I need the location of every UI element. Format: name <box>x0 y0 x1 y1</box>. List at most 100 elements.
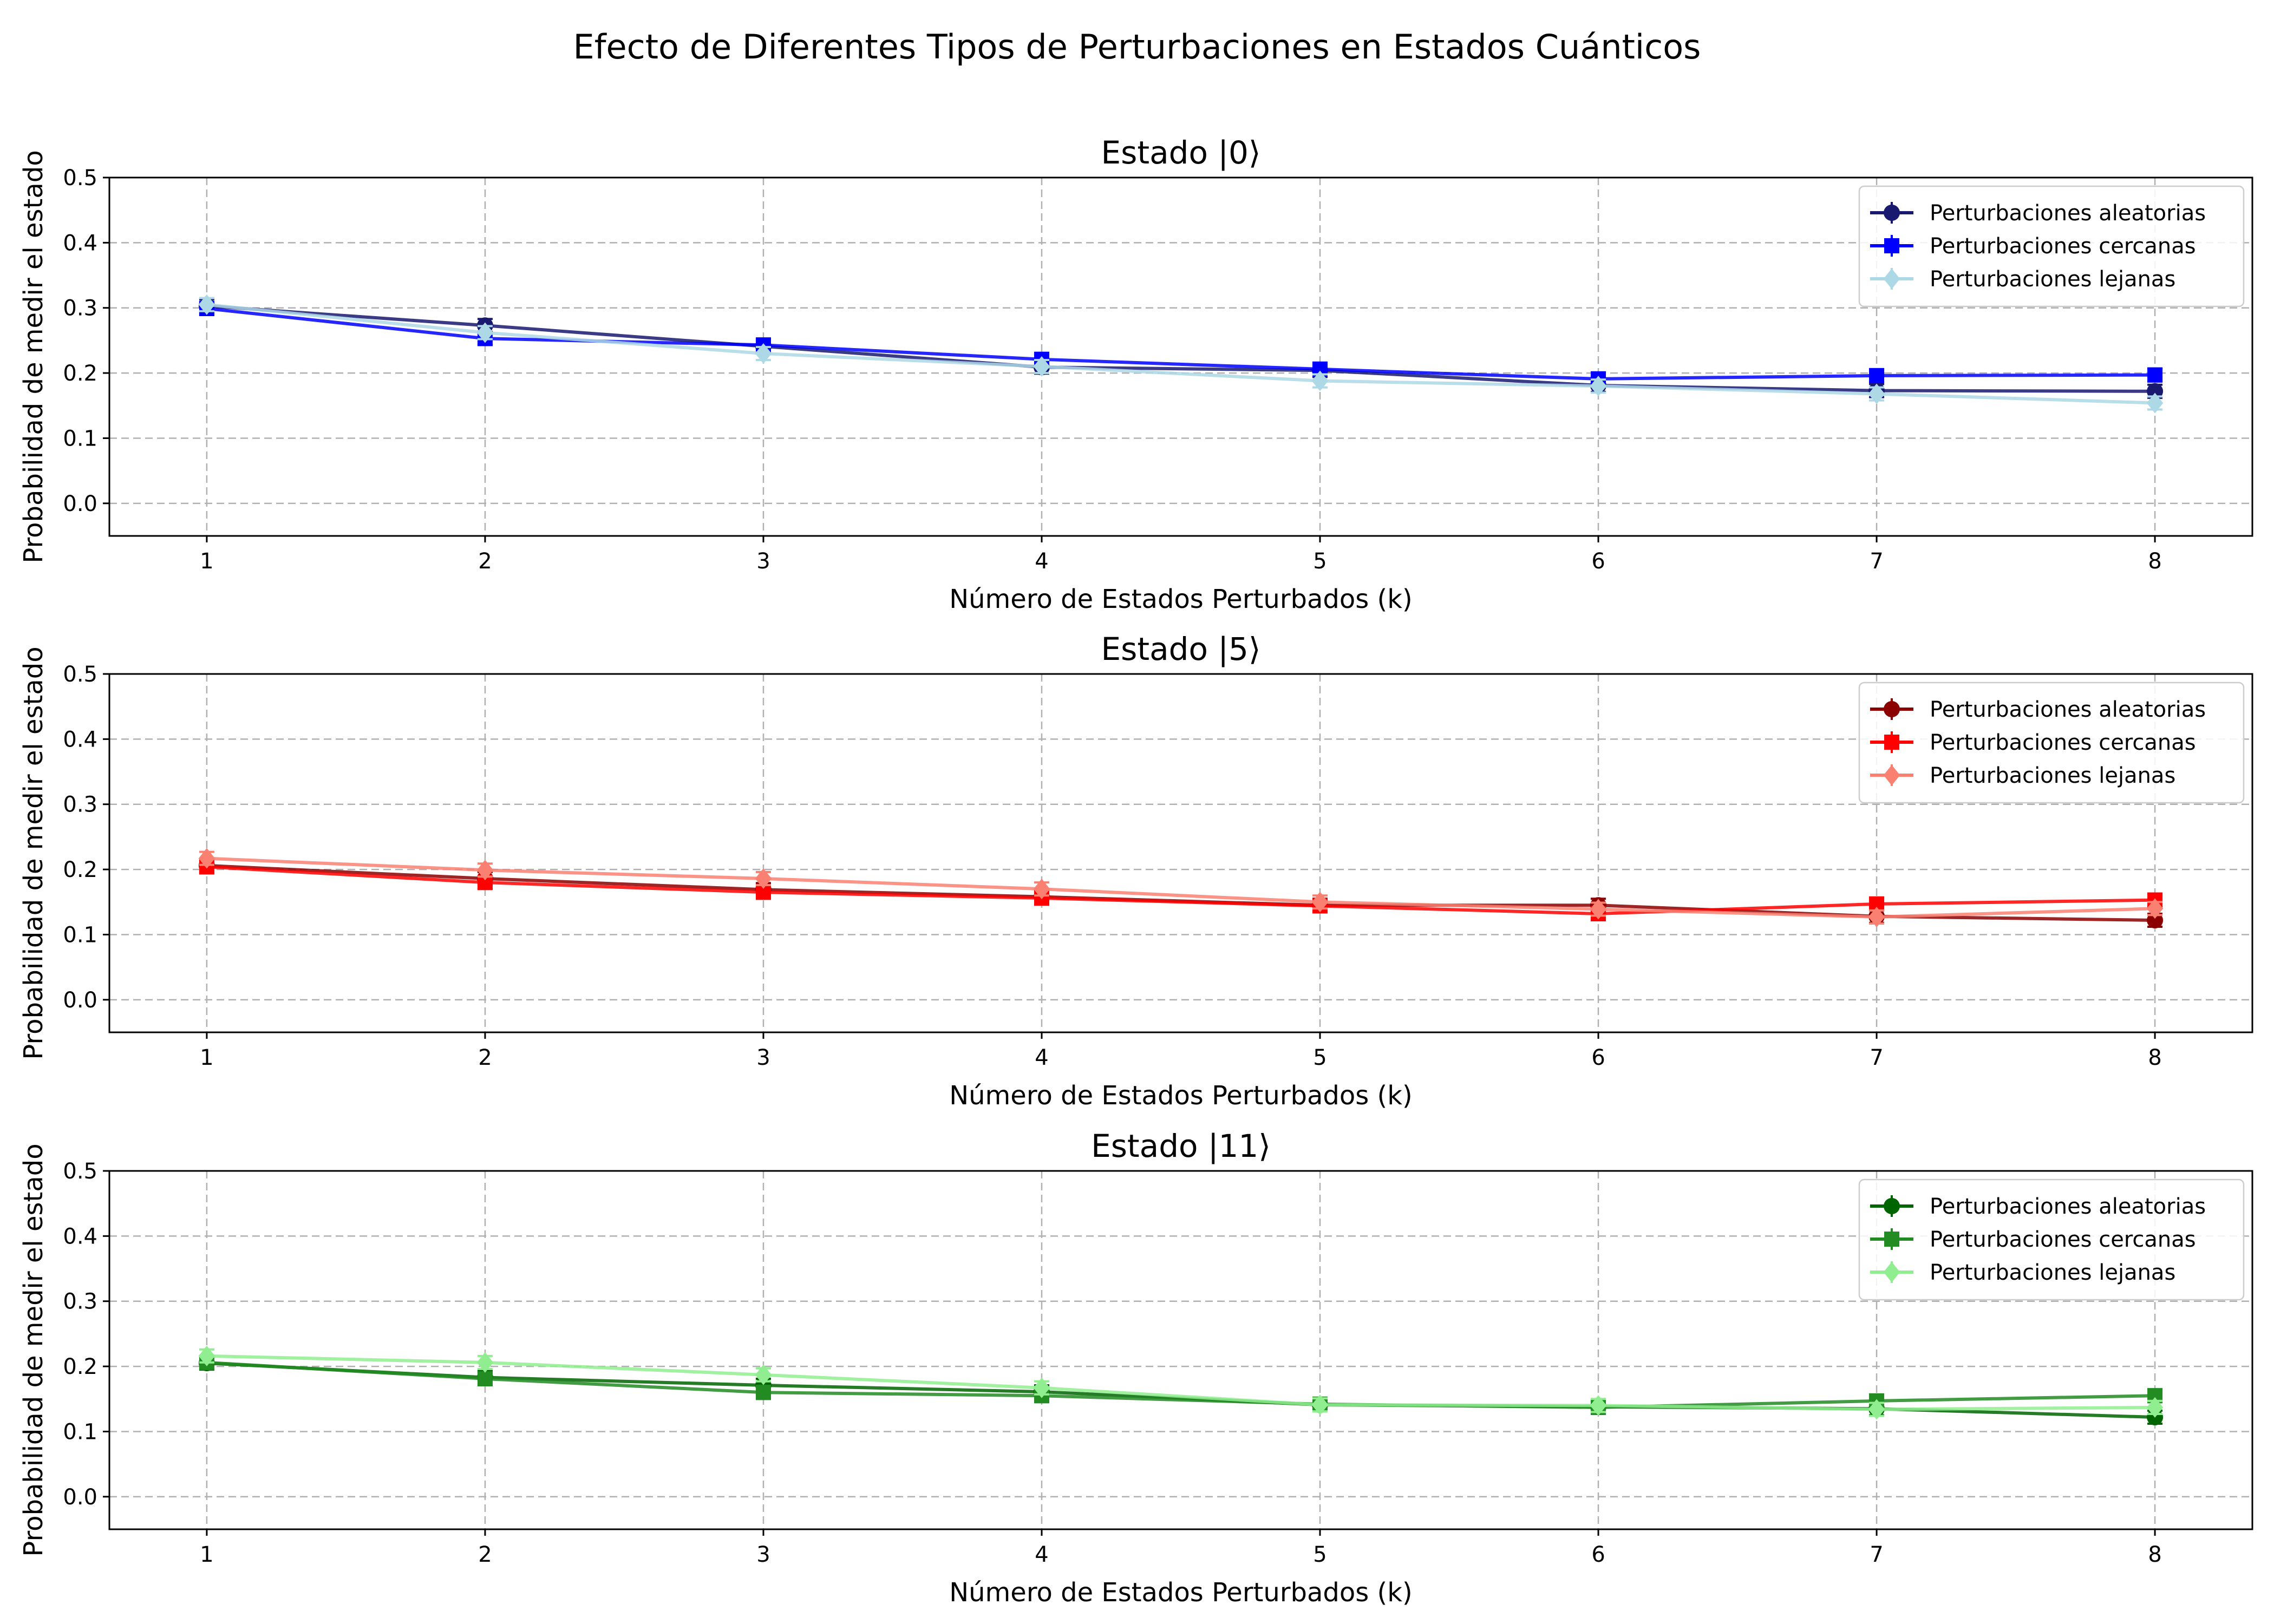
grid <box>109 673 2252 1032</box>
y-tick-label: 0.5 <box>63 1159 97 1184</box>
data-point <box>1868 906 1885 927</box>
legend: Perturbaciones aleatorias Perturbaciones … <box>1858 682 2245 804</box>
y-tick-label: 0.4 <box>63 231 97 256</box>
x-tick-label: 1 <box>200 1045 213 1070</box>
y-tick-label: 0.1 <box>63 426 97 451</box>
data-point <box>1311 370 1329 391</box>
x-tick-label: 3 <box>756 1542 770 1567</box>
y-axis-label: Probabilidad de medir el estado <box>18 646 49 1059</box>
panel-title: Estado |5⟩ <box>1101 631 1261 667</box>
x-tick-label: 6 <box>1591 1045 1605 1070</box>
x-tick-label: 3 <box>756 549 770 574</box>
legend-frame <box>1858 682 2245 804</box>
legend-marker <box>1883 765 1900 785</box>
legend-label: Perturbaciones lejanas <box>1930 267 2175 292</box>
data-point <box>1590 1395 1607 1416</box>
legend-label: Perturbaciones cercanas <box>1930 730 2196 755</box>
data-point <box>1033 356 1050 377</box>
x-tick-label: 4 <box>1035 1045 1048 1070</box>
chart-panel: Estado |11⟩ 1 2 3 4 5 6 7 8 0.0 0.1 0.2 0.3 0.4 0.5 Núm… <box>18 1128 2253 1608</box>
data-point <box>1590 899 1607 920</box>
y-tick-label: 0.4 <box>63 727 97 752</box>
y-tick-label: 0.3 <box>63 1289 97 1314</box>
x-tick-label: 7 <box>1870 1542 1883 1567</box>
data-point <box>2146 898 2164 919</box>
legend-label: Perturbaciones aleatorias <box>1930 1194 2206 1219</box>
y-tick-label: 0.2 <box>63 857 97 882</box>
x-tick-label: 5 <box>1313 1542 1327 1567</box>
series-line <box>206 306 2155 381</box>
legend-frame <box>1858 1178 2245 1301</box>
series <box>198 1355 2164 1425</box>
x-tick-label: 8 <box>2148 1045 2161 1070</box>
data-point <box>2146 1397 2164 1418</box>
y-tick-label: 0.3 <box>63 793 97 817</box>
x-axis-label: Número de Estados Perturbados (k) <box>949 1577 1413 1608</box>
chart-panel: Estado |0⟩ 1 2 3 4 5 6 7 8 0.0 0.1 0.2 0.3 0.4 0.5 Núme… <box>18 134 2253 614</box>
legend-entry: Perturbaciones lejanas <box>1870 763 2175 788</box>
x-tick-label: 1 <box>200 1542 213 1567</box>
legend-label: Perturbaciones aleatorias <box>1930 201 2206 226</box>
series <box>198 298 2164 400</box>
legend-marker <box>1884 1198 1900 1214</box>
panel-title: Estado |0⟩ <box>1101 134 1261 171</box>
legend-label: Perturbaciones cercanas <box>1930 234 2196 259</box>
y-tick-label: 0.1 <box>63 922 97 947</box>
x-tick-label: 8 <box>2148 549 2161 574</box>
x-tick-label: 7 <box>1870 549 1883 574</box>
figure-title: Efecto de Diferentes Tipos de Perturbaci… <box>573 27 1701 67</box>
legend-label: Perturbaciones cercanas <box>1930 1227 2196 1252</box>
series-line <box>206 856 2155 919</box>
legend-marker <box>1884 701 1900 717</box>
series-line <box>206 1354 2155 1411</box>
x-tick-label: 1 <box>200 549 213 574</box>
data-point <box>1868 1399 1885 1420</box>
chart-panels: Estado |0⟩ 1 2 3 4 5 6 7 8 0.0 0.1 0.2 0.3 0.4 0.5 Núme… <box>18 134 2253 1608</box>
data-point <box>1869 368 1885 383</box>
x-axis-label: Número de Estados Perturbados (k) <box>949 584 1413 614</box>
data-point <box>2147 367 2163 383</box>
data-point <box>477 1371 493 1386</box>
legend-marker <box>1884 735 1899 750</box>
legend-entry: Perturbaciones cercanas <box>1870 1227 2196 1252</box>
x-tick-label: 3 <box>756 1045 770 1070</box>
y-tick-label: 0.0 <box>63 492 97 516</box>
legend-marker <box>1883 269 1900 289</box>
legend-entry: Perturbaciones cercanas <box>1870 730 2196 755</box>
data-point <box>2147 383 2164 400</box>
x-tick-label: 8 <box>2148 1542 2161 1567</box>
x-tick-label: 6 <box>1591 1542 1605 1567</box>
series-line <box>206 304 2155 393</box>
legend-entry: Perturbaciones lejanas <box>1870 1260 2175 1285</box>
x-tick-label: 5 <box>1313 549 1327 574</box>
x-tick-label: 2 <box>478 1542 492 1567</box>
legend-frame <box>1858 185 2245 307</box>
legend-label: Perturbaciones lejanas <box>1930 1260 2175 1285</box>
y-tick-label: 0.0 <box>63 1485 97 1510</box>
legend: Perturbaciones aleatorias Perturbaciones … <box>1858 1178 2245 1301</box>
legend-entry: Perturbaciones cercanas <box>1870 234 2196 259</box>
x-tick-label: 5 <box>1313 1045 1327 1070</box>
axes-frame <box>108 1170 2253 1530</box>
x-tick-label: 2 <box>478 549 492 574</box>
x-tick-label: 7 <box>1870 1045 1883 1070</box>
data-point <box>198 294 215 315</box>
x-tick-label: 6 <box>1591 549 1605 574</box>
series-line <box>206 865 2155 915</box>
series-line <box>206 303 2155 405</box>
data-point <box>1590 376 1607 397</box>
legend-marker <box>1884 238 1899 253</box>
data-point <box>755 1385 771 1400</box>
legend-entry: Perturbaciones aleatorias <box>1870 201 2206 226</box>
data-point <box>2147 912 2164 928</box>
data-point <box>755 868 772 889</box>
data-point <box>2146 392 2164 414</box>
y-tick-label: 0.1 <box>63 1419 97 1444</box>
data-point <box>1868 383 1885 404</box>
series <box>199 859 2163 921</box>
axes-frame <box>108 673 2253 1033</box>
x-tick-label: 4 <box>1035 1542 1048 1567</box>
data-point <box>198 1345 215 1366</box>
y-tick-label: 0.5 <box>63 166 97 191</box>
